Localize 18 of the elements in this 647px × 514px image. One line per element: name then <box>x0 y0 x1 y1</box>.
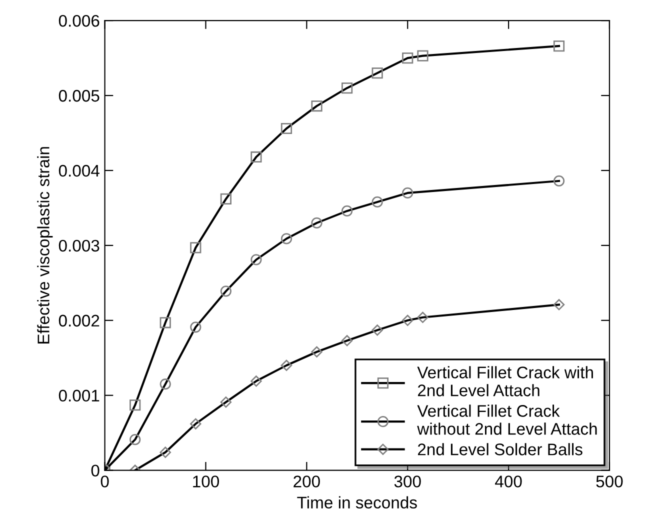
y-tick-label: 0.006 <box>58 14 100 27</box>
x-tick-label: 0 <box>100 476 109 488</box>
y-axis-title: Effective viscoplastic strain <box>37 147 53 344</box>
x-tick-label: 300 <box>394 476 421 488</box>
x-tick-label: 500 <box>596 476 623 488</box>
legend-label: Vertical Fillet Crack without 2nd Level Attach <box>417 404 597 435</box>
x-tick-label: 400 <box>495 476 522 488</box>
x-tick-label: 100 <box>193 476 219 488</box>
y-tick-label: 0.004 <box>58 164 100 177</box>
y-tick-label: 0.002 <box>58 314 100 327</box>
y-tick-label: 0.005 <box>58 90 100 102</box>
y-tick-label: 0.001 <box>58 390 100 402</box>
legend-label: Vertical Fillet Crack with 2nd Level Attach <box>417 366 593 396</box>
x-axis-title: Time in seconds <box>297 496 417 509</box>
y-tick-label: 0 <box>91 464 100 477</box>
legend-label: 2nd Level Solder Balls <box>418 443 582 456</box>
x-tick-label: 200 <box>294 476 320 488</box>
y-tick-label: 0.003 <box>58 240 100 252</box>
